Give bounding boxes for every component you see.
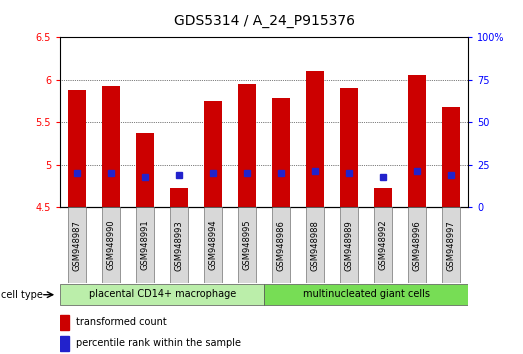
Bar [306, 207, 324, 283]
Bar [408, 75, 426, 207]
Bar [264, 284, 468, 305]
Text: percentile rank within the sample: percentile rank within the sample [76, 338, 241, 348]
Bar [374, 188, 392, 207]
Bar [442, 107, 460, 207]
Bar [60, 336, 69, 350]
Bar [102, 86, 120, 207]
Bar [272, 98, 290, 207]
Bar [238, 207, 256, 283]
Text: GSM948997: GSM948997 [447, 220, 456, 270]
Text: GDS5314 / A_24_P915376: GDS5314 / A_24_P915376 [174, 14, 355, 28]
Bar [68, 90, 86, 207]
Bar [204, 101, 222, 207]
Text: GSM948986: GSM948986 [277, 220, 286, 270]
Bar [170, 188, 188, 207]
Bar [60, 315, 69, 330]
Bar [204, 207, 222, 283]
Bar [103, 207, 120, 283]
Text: GSM948995: GSM948995 [243, 220, 252, 270]
Text: GSM948987: GSM948987 [73, 220, 82, 270]
Text: GSM948989: GSM948989 [345, 220, 354, 270]
Text: multinucleated giant cells: multinucleated giant cells [303, 289, 429, 299]
Text: cell type: cell type [1, 290, 43, 300]
Text: GSM948990: GSM948990 [107, 220, 116, 270]
Bar [136, 133, 154, 207]
Bar [272, 207, 290, 283]
Bar [340, 88, 358, 207]
Bar [408, 207, 426, 283]
Bar [170, 207, 188, 283]
Text: GSM948988: GSM948988 [311, 220, 320, 270]
Bar [340, 207, 358, 283]
Text: placental CD14+ macrophage: placental CD14+ macrophage [88, 289, 236, 299]
Bar [60, 284, 264, 305]
Bar [374, 207, 392, 283]
Bar [69, 207, 86, 283]
Text: GSM948996: GSM948996 [413, 220, 422, 270]
Text: GSM948992: GSM948992 [379, 220, 388, 270]
Text: GSM948994: GSM948994 [209, 220, 218, 270]
Text: GSM948993: GSM948993 [175, 220, 184, 270]
Bar [137, 207, 154, 283]
Text: GSM948991: GSM948991 [141, 220, 150, 270]
Bar [442, 207, 460, 283]
Bar [306, 71, 324, 207]
Text: transformed count: transformed count [76, 317, 166, 327]
Bar [238, 84, 256, 207]
